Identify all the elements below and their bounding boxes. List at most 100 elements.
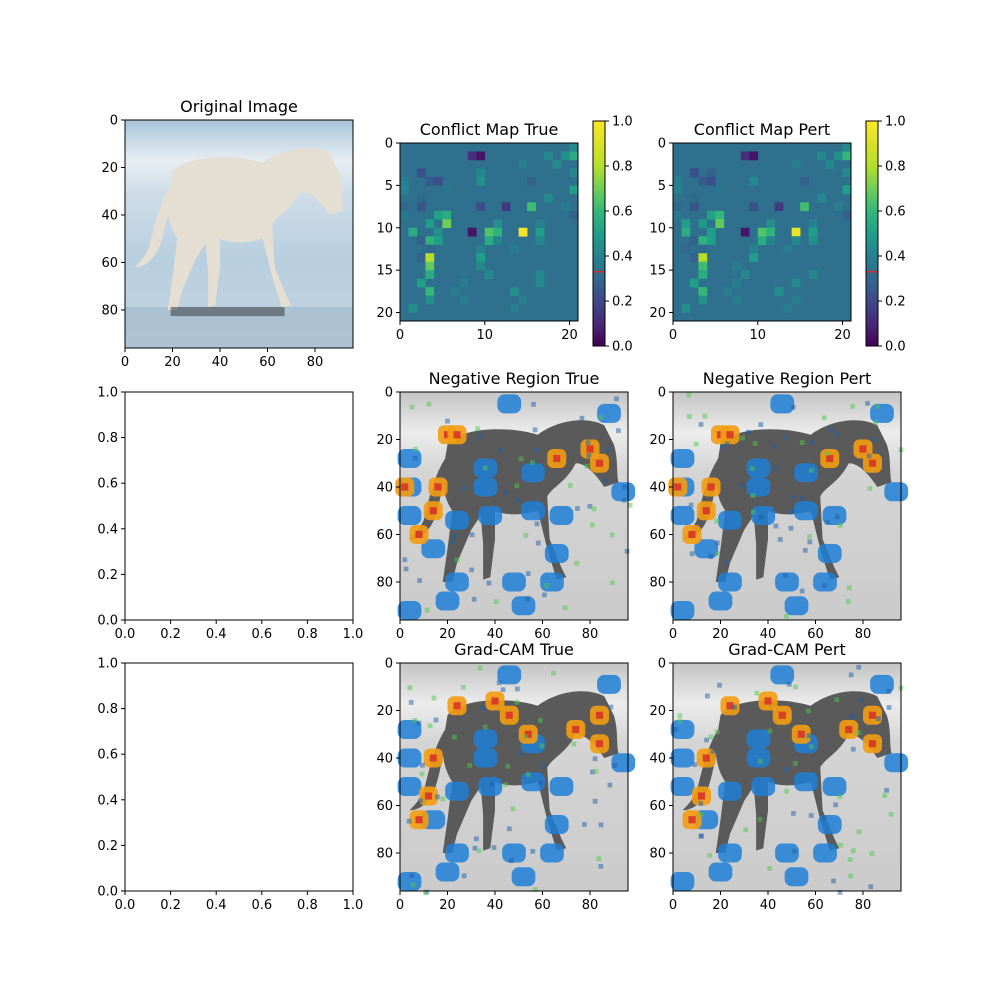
overlay-blob-core — [401, 483, 409, 491]
overlay-speckle — [793, 761, 798, 766]
overlay-speckle — [867, 486, 873, 491]
overlay-speckle — [837, 522, 843, 528]
heatmap-cell — [569, 151, 579, 161]
y-tick-label: 80 — [649, 576, 666, 591]
overlay-speckle — [450, 539, 456, 545]
heatmap-cell — [400, 210, 409, 220]
heatmap-cell — [689, 168, 699, 178]
overlay-speckle — [402, 557, 408, 563]
overlay-speckle — [471, 596, 477, 602]
overlay-speckle — [809, 744, 814, 750]
overlay-speckle — [693, 441, 699, 447]
overlay-speckle — [805, 708, 811, 714]
overlay-speckle — [783, 572, 788, 578]
overlay-blob-blue — [813, 572, 837, 592]
colorbar-tick-label: 0.8 — [612, 160, 633, 175]
y-tick-label: 15 — [376, 264, 393, 279]
overlay-speckle — [503, 490, 509, 496]
heatmap-cell — [484, 236, 494, 246]
overlay-speckle — [575, 506, 580, 511]
overlay-speckle — [406, 818, 412, 824]
heatmap-cell — [673, 210, 682, 220]
overlay-speckle — [719, 444, 725, 450]
overlay-speckle — [461, 485, 467, 491]
heatmap-cell — [766, 227, 776, 237]
overlay-blob-blue — [746, 477, 771, 497]
x-tick-label: 80 — [307, 355, 324, 370]
overlay-speckle — [791, 848, 797, 854]
x-tick-label: 20 — [164, 355, 181, 370]
overlay-blob-blue — [597, 403, 621, 423]
heatmap-cell — [425, 244, 435, 254]
x-tick-label: 0.4 — [206, 627, 227, 642]
panel-conflict-map-pert: 0.00.20.40.60.81.00 10 2005101520Conflict … — [649, 115, 905, 355]
heatmap-cell — [518, 159, 528, 169]
heatmap-cell — [416, 202, 426, 212]
overlay-blob-core — [434, 483, 442, 491]
overlay-blob-blue — [445, 510, 469, 530]
overlay-blob-blue — [784, 596, 809, 616]
overlay-speckle — [567, 483, 573, 488]
overlay-speckle — [525, 772, 531, 778]
y-tick-label: 1.0 — [97, 386, 118, 401]
overlay-speckle — [434, 794, 440, 800]
heatmap-cell — [425, 253, 435, 262]
heatmap-cell — [400, 185, 409, 195]
colorbar-tick-label: 0.0 — [885, 340, 906, 355]
heatmap-cell — [459, 278, 469, 288]
heatmap-cell — [493, 219, 503, 229]
overlay-speckle — [834, 697, 840, 703]
overlay-speckle — [777, 537, 783, 542]
overlay-speckle — [791, 495, 796, 501]
colorbar-tick-label: 0.4 — [885, 250, 906, 265]
heatmap-cell — [544, 151, 553, 161]
overlay-blob-blue — [435, 862, 460, 882]
overlay-blob-blue — [670, 777, 695, 796]
overlay-speckle — [773, 523, 779, 529]
overlay-speckle — [424, 607, 430, 613]
overlay-blob-blue — [694, 539, 719, 559]
axes-frame — [672, 662, 902, 892]
overlay-speckle — [452, 533, 457, 539]
heatmap-cell — [510, 287, 519, 296]
x-tick-label: 40 — [212, 355, 229, 370]
axes-frame — [399, 142, 579, 322]
heatmap-cell — [425, 176, 435, 186]
overlay-blob-blue — [421, 539, 446, 559]
overlay-blob-blue — [397, 720, 422, 739]
overlay-speckle — [771, 443, 777, 449]
overlay-speckle — [598, 415, 604, 420]
heatmap-cell — [834, 151, 843, 161]
y-tick-label: 0.6 — [97, 748, 118, 763]
overlay-speckle — [562, 605, 568, 611]
overlay-speckle — [532, 887, 538, 892]
overlay-speckle — [596, 856, 602, 861]
overlay-speckle — [799, 440, 805, 445]
overlay-blob-blue — [521, 463, 545, 483]
overlay-speckle — [884, 787, 890, 793]
heatmap-cell — [766, 219, 776, 229]
y-tick-label: 60 — [376, 528, 393, 543]
heatmap-cell — [442, 210, 452, 220]
heatmap-cell — [400, 202, 409, 212]
overlay-speckle — [418, 798, 423, 804]
overlay-speckle — [486, 580, 492, 586]
x-tick-label: 20 — [712, 627, 729, 642]
x-tick-label: 0.8 — [297, 898, 318, 913]
y-tick-label: 0 — [385, 137, 393, 152]
overlay-speckle — [582, 822, 587, 827]
overlay-blob-core — [429, 754, 437, 762]
overlay-blob-blue — [718, 510, 742, 530]
overlay-speckle — [474, 836, 479, 842]
overlay-speckle — [627, 502, 633, 508]
overlay-speckle — [412, 718, 418, 723]
overlay-speckle — [608, 704, 614, 710]
heatmap-cell — [425, 270, 435, 279]
panel-title: Conflict Map Pert — [694, 120, 830, 139]
overlay-blob-core — [797, 730, 805, 738]
overlay-blob-blue — [813, 843, 837, 863]
heatmap-cell — [689, 253, 699, 262]
x-tick-label: 20 — [439, 898, 456, 913]
overlay-speckle — [507, 826, 512, 832]
overlay-speckle — [723, 559, 728, 565]
